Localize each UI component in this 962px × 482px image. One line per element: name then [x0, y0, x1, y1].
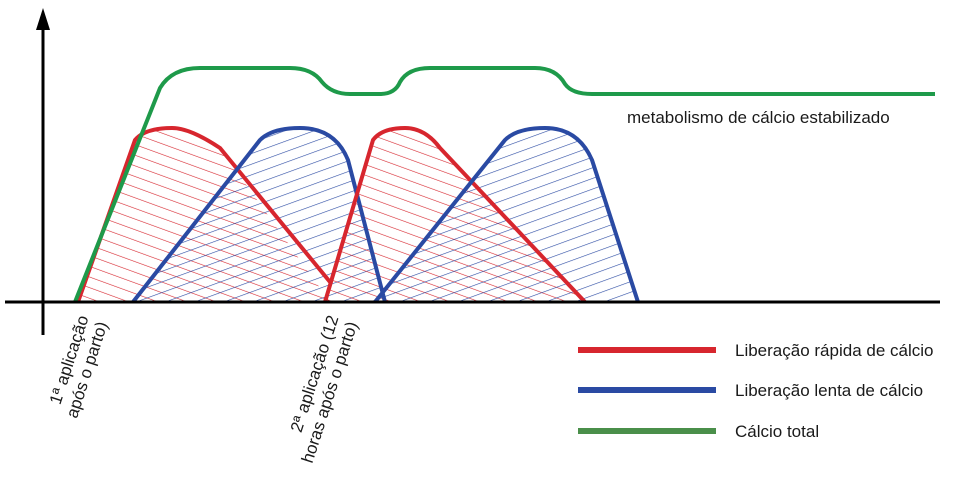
slow-release-curve-2 — [373, 125, 640, 304]
stabilized-annotation: metabolismo de cálcio estabilizado — [627, 108, 890, 127]
total-calcium-curve — [73, 66, 935, 303]
y-axis-arrowhead — [36, 8, 50, 30]
slow-release-curve-1 — [131, 125, 387, 304]
legend: Liberação rápida de cálcio Liberação len… — [578, 341, 933, 441]
second-application-label: 2ª aplicação (12 horas após o parto) — [287, 313, 362, 465]
fast-release-curve-2 — [323, 125, 587, 304]
legend-label-slow: Liberação lenta de cálcio — [735, 381, 923, 400]
first-application-label: 1ª aplicação após o parto) — [46, 313, 112, 420]
slow-release-fill-2 — [375, 128, 638, 302]
legend-label-total: Cálcio total — [735, 422, 819, 441]
legend-label-fast: Liberação rápida de cálcio — [735, 341, 933, 360]
slow-release-fill-1 — [133, 128, 385, 302]
